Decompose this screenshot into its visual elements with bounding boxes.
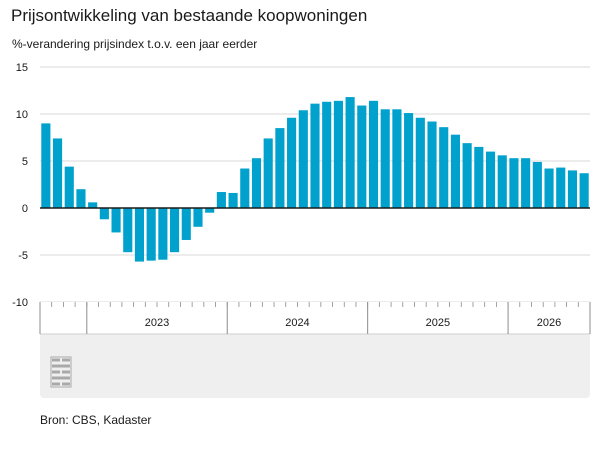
bar (146, 208, 156, 261)
bar (287, 117, 297, 208)
cbs-logo-mark (52, 358, 70, 386)
bar (41, 123, 51, 208)
bar (544, 168, 554, 208)
bar (380, 109, 390, 208)
bar (368, 100, 379, 208)
bar (64, 166, 74, 208)
bar (76, 189, 86, 208)
bar (509, 158, 519, 208)
bar (427, 121, 437, 208)
bar (298, 110, 308, 208)
x-axis-label-band (40, 302, 590, 334)
bar (450, 134, 460, 208)
x-year-label: 2026 (537, 317, 561, 329)
bar (579, 173, 589, 208)
bar (462, 143, 472, 208)
y-tick-label: -5 (18, 250, 28, 262)
chart-subtitle: %-verandering prijsindex t.o.v. een jaar… (12, 37, 258, 51)
bar (158, 208, 168, 260)
bar (485, 151, 496, 208)
bar (392, 109, 402, 208)
x-year-label: 2025 (426, 317, 450, 329)
bar (123, 208, 133, 253)
bar (532, 161, 542, 208)
bar (333, 100, 343, 208)
bar (322, 101, 332, 208)
bar (439, 127, 449, 208)
bar (497, 155, 507, 208)
bar (111, 208, 121, 233)
y-tick-label: 15 (16, 62, 28, 74)
bar (310, 103, 320, 208)
bar (240, 168, 250, 208)
x-axis-panel: 2023 2024 2025 2026 (39, 302, 591, 398)
bar (52, 138, 63, 208)
bar (357, 105, 367, 208)
bar (170, 208, 180, 253)
bar (275, 128, 285, 208)
bar (251, 158, 262, 208)
bar (556, 167, 566, 208)
bar (404, 113, 414, 208)
bar (228, 192, 238, 208)
bar (345, 97, 355, 208)
bar (181, 208, 191, 240)
y-axis: 15 10 5 0 -5 -10 (12, 62, 28, 309)
chart-title: Prijsontwikkeling van bestaande koopwoni… (11, 6, 368, 25)
bar (415, 117, 425, 208)
bar (193, 208, 203, 227)
x-year-label: 2024 (285, 317, 309, 329)
cbs-logo-frame (50, 356, 72, 388)
bar (134, 208, 145, 262)
bar (263, 138, 273, 208)
y-tick-label: 0 (22, 203, 28, 215)
bar (216, 192, 226, 208)
y-tick-label: 5 (22, 156, 28, 168)
bar (474, 146, 484, 208)
y-tick-label: 10 (16, 109, 28, 121)
bar (88, 202, 98, 208)
y-tick-label: -10 (12, 297, 28, 309)
bar-series (41, 97, 589, 262)
bar (99, 208, 109, 220)
bar (567, 170, 578, 208)
x-year-label: 2023 (145, 317, 169, 329)
bar (205, 208, 215, 213)
source-note: Bron: CBS, Kadaster (40, 413, 152, 427)
bar (521, 158, 531, 208)
cbs-logo-icon (50, 356, 72, 388)
